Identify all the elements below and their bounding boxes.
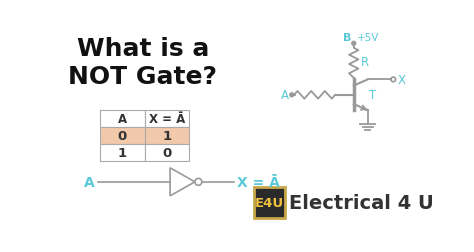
Text: X: X (398, 74, 406, 87)
Text: 0: 0 (118, 130, 127, 143)
Text: Electrical 4 U: Electrical 4 U (290, 193, 434, 212)
Circle shape (195, 179, 202, 185)
Bar (145, 128, 190, 144)
Circle shape (290, 93, 294, 97)
Bar (145, 144, 190, 161)
Text: A: A (84, 175, 95, 189)
Bar (100, 144, 145, 161)
Text: E4U: E4U (255, 196, 284, 209)
Bar (145, 111, 190, 128)
Text: X = Ā: X = Ā (149, 113, 185, 126)
Text: +5V: +5V (357, 33, 379, 43)
Text: X = Ā: X = Ā (237, 175, 280, 189)
Text: 1: 1 (118, 146, 127, 160)
Text: A: A (281, 89, 289, 102)
Text: B: B (343, 33, 351, 43)
Circle shape (352, 42, 356, 46)
Text: 1: 1 (163, 130, 172, 143)
Text: A: A (118, 113, 127, 126)
Bar (100, 128, 145, 144)
Circle shape (391, 78, 396, 82)
Bar (100, 111, 145, 128)
Text: T: T (369, 89, 376, 102)
FancyBboxPatch shape (254, 187, 285, 218)
Text: What is a
NOT Gate?: What is a NOT Gate? (68, 36, 218, 89)
Text: 0: 0 (163, 146, 172, 160)
Text: R: R (361, 56, 369, 69)
